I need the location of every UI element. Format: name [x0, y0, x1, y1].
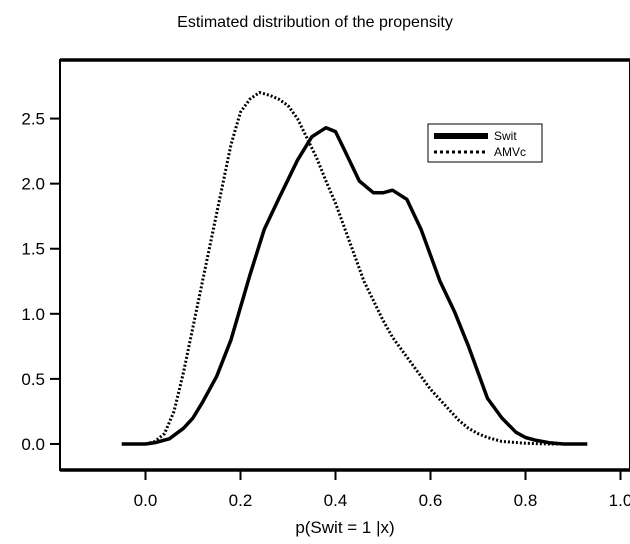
x-tick-label: 0.0 [134, 491, 158, 510]
legend-label-amvc: AMVc [494, 145, 526, 159]
x-axis-label: p(Swit = 1 |x) [295, 518, 394, 537]
y-tick-label: 0.5 [21, 370, 45, 389]
legend-box [427, 123, 543, 163]
x-tick-label: 1.0 [609, 491, 630, 510]
x-ticks: 0.0 0.2 0.4 0.6 0.8 1.0 [134, 470, 630, 510]
series-layer [121, 91, 588, 446]
legend-label-swit: Swit [494, 129, 517, 143]
series-line-amvc [121, 91, 573, 446]
y-tick-label: 2.0 [21, 175, 45, 194]
y-tick-label: 1.5 [21, 240, 45, 259]
x-tick-label: 0.2 [229, 491, 253, 510]
y-tick-label: 2.5 [21, 110, 45, 129]
chart-title: Estimated distribution of the propensity [177, 14, 453, 31]
x-tick-label: 0.8 [514, 491, 538, 510]
x-tick-label: 0.4 [324, 491, 348, 510]
series-line-swit [121, 125, 588, 446]
legend: Swit AMVc [427, 123, 543, 163]
y-ticks: 0.0 0.5 1.0 1.5 2.0 2.5 [21, 110, 60, 454]
x-tick-label: 0.6 [419, 491, 443, 510]
y-tick-label: 1.0 [21, 305, 45, 324]
y-tick-label: 0.0 [21, 435, 45, 454]
plot-frame [59, 59, 630, 471]
